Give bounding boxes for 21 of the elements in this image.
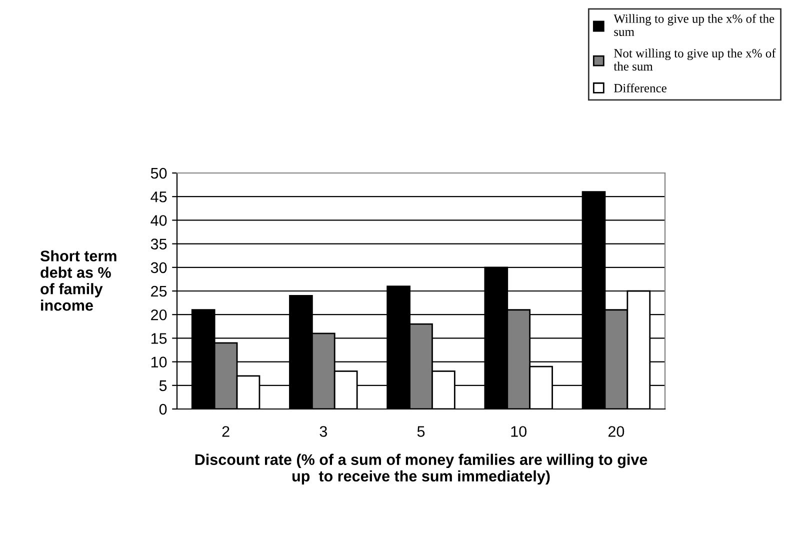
- x-tick-label: 10: [511, 426, 526, 437]
- y-tick-label: 0: [159, 404, 167, 415]
- y-tick-label: 30: [150, 262, 167, 274]
- x-tick-label: 2: [222, 426, 230, 437]
- legend-label: Not willing to give up the x% of the sum: [614, 48, 776, 71]
- legend-label: Difference: [614, 83, 666, 92]
- y-tick-label: 40: [150, 215, 167, 226]
- y-tick-label: 25: [151, 286, 167, 297]
- y-tick-label: 45: [150, 192, 167, 202]
- x-tick-label: 5: [417, 426, 425, 437]
- y-tick-label: 15: [151, 333, 167, 344]
- x-axis-title: Discount rate (% of a sum of money families are willing to give up to receive the sum immediately): [195, 454, 648, 485]
- y-tick-label: 5: [159, 380, 167, 392]
- y-axis-title: Short term debt as % of family income: [40, 250, 116, 311]
- y-tick-label: 50: [150, 168, 167, 179]
- x-tick-label: 3: [320, 426, 327, 437]
- x-tick-label: 20: [608, 426, 624, 437]
- y-tick-label: 10: [151, 356, 167, 368]
- legend-label: Willing to give up the x% of the sum: [614, 14, 774, 36]
- y-tick-label: 35: [150, 238, 167, 250]
- y-tick-label: 20: [151, 309, 167, 320]
